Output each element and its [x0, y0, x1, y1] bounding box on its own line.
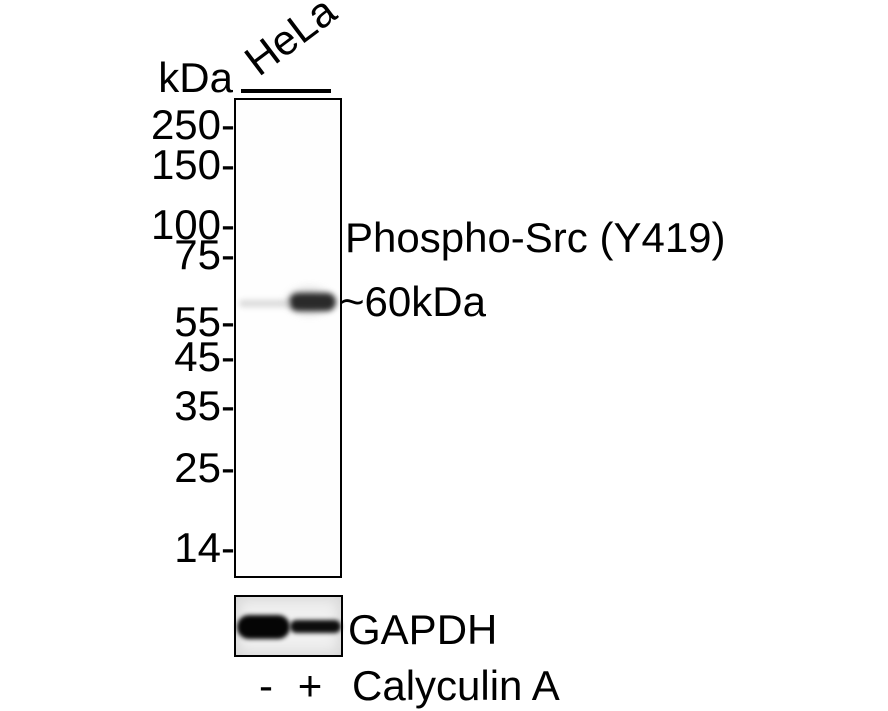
gapdh-band-plus-lane [290, 620, 341, 633]
ladder-mark-35: 35- [174, 382, 235, 429]
band-size-label: ~60kDa [340, 278, 486, 325]
lane-sign-plus: + [297, 662, 323, 709]
target-protein-label: Phospho-Src (Y419) [345, 214, 726, 261]
gapdh-blot-panel [234, 595, 343, 657]
phospho-src-blot-panel [234, 98, 344, 578]
treatment-name-label: Calyculin A [352, 662, 560, 709]
phospho-src-band-minus-lane [239, 300, 291, 307]
ladder-mark-100: 100- [150, 201, 235, 248]
lane-group-underline [241, 89, 331, 93]
ladder-mark-14: 14- [174, 524, 235, 571]
ladder-mark-150: 150- [150, 141, 235, 188]
ladder-mark-75: 75- [174, 231, 235, 278]
lane-sign-minus: - [259, 662, 273, 709]
ladder-mark-55: 55- [174, 298, 235, 345]
gapdh-band-minus-lane [237, 615, 290, 639]
ladder-mark-250: 250- [150, 101, 235, 148]
sample-label-hela: HeLa [235, 0, 345, 85]
loading-control-label: GAPDH [348, 606, 498, 653]
ladder-mark-45: 45- [174, 333, 235, 380]
ladder-mark-25: 25- [174, 444, 235, 491]
phospho-src-band-plus-lane [289, 293, 336, 311]
kda-unit-label: kDa [158, 54, 233, 101]
